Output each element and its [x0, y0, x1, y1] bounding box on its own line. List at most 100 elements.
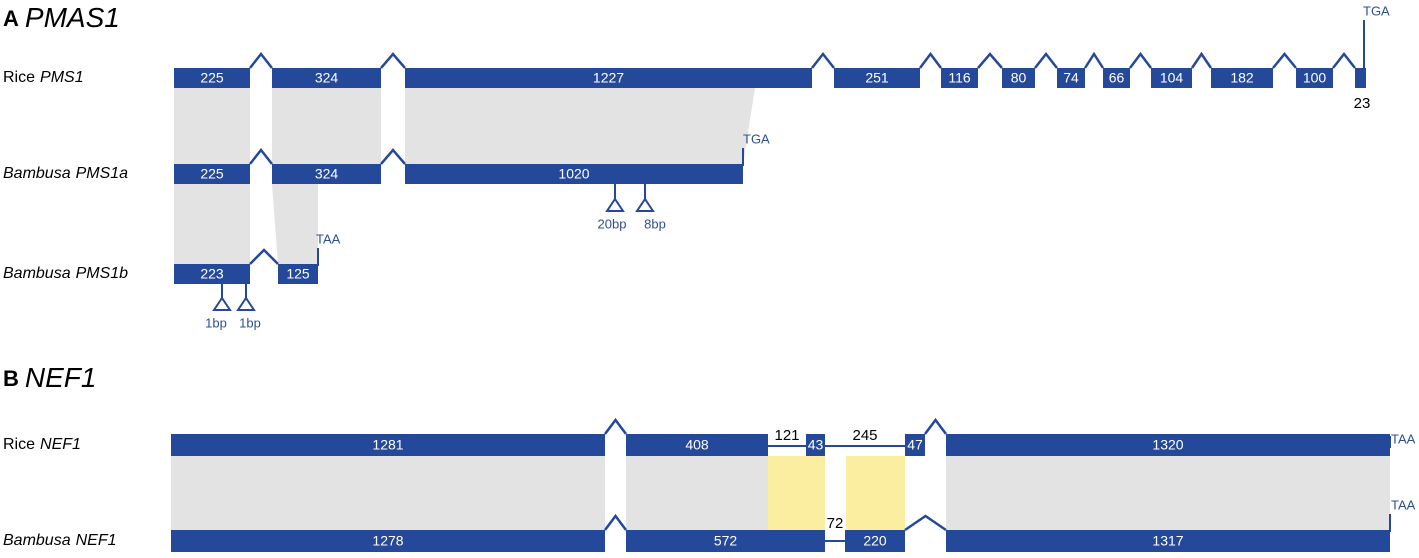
- gene: NEF1: [40, 436, 81, 453]
- exon-length: 100: [1303, 70, 1327, 86]
- intron: [1332, 51, 1356, 69]
- track-label: Bambusa PMS1a: [3, 165, 128, 182]
- exon-length: 116: [948, 70, 971, 86]
- exon-length: 47: [907, 437, 923, 453]
- deletion-label: 20bp: [598, 216, 627, 231]
- exon: [174, 164, 250, 184]
- exon: [806, 434, 825, 456]
- exon: [272, 68, 381, 88]
- exon-length: 104: [1160, 70, 1184, 86]
- species: Rice: [3, 436, 35, 453]
- panel-letter: A: [3, 6, 19, 31]
- gene: PMS1b: [76, 265, 129, 282]
- intron: [249, 248, 279, 265]
- stop-codon: TAA: [316, 231, 341, 246]
- species: Bambusa: [3, 265, 71, 282]
- exon-length: 220: [863, 533, 887, 549]
- exon-length: 572: [714, 533, 738, 549]
- intron: [249, 51, 273, 69]
- species: Rice: [3, 69, 35, 86]
- stop-codon: TAA: [1391, 497, 1416, 512]
- exon: [941, 68, 978, 88]
- gene: PMS1a: [76, 165, 129, 182]
- exon: [405, 68, 812, 88]
- intron: [249, 147, 273, 165]
- exon: [174, 68, 250, 88]
- deletion-label: 1bp: [205, 315, 227, 330]
- exon-length: 1020: [558, 166, 589, 182]
- exon-length: 66: [1109, 70, 1125, 86]
- exon-length: 223: [200, 266, 224, 282]
- exon: [1296, 68, 1333, 88]
- intron: [380, 148, 406, 165]
- deletion: [212, 284, 232, 311]
- exon: [626, 434, 768, 456]
- species: Bambusa: [3, 165, 71, 182]
- exon-length: 80: [1011, 70, 1027, 86]
- exon-length: 225: [200, 166, 224, 182]
- exon: [1103, 68, 1130, 88]
- exon-length: 225: [200, 70, 224, 86]
- exon: [845, 530, 905, 552]
- exon-length: 1320: [1152, 437, 1183, 453]
- stop-codon: TGA: [1363, 3, 1390, 18]
- exon-length: 182: [1230, 70, 1254, 86]
- exon: [171, 434, 605, 456]
- exon: [278, 264, 318, 284]
- exon-length: 324: [315, 70, 339, 86]
- gene-name: NEF1: [25, 362, 97, 393]
- exon: [1057, 68, 1085, 88]
- deletion: [236, 284, 256, 311]
- exon-length: 324: [315, 166, 339, 182]
- intron: [604, 513, 627, 531]
- intron: [1083, 51, 1105, 69]
- gene-track: Rice NEF1 1281 408 43 47 1320 121 245 TAA: [3, 417, 1416, 456]
- exon: [946, 530, 1390, 552]
- exon-length: 1281: [372, 437, 403, 453]
- exon: [1355, 68, 1366, 88]
- exon-length: 43: [808, 437, 824, 453]
- intron: [924, 417, 947, 435]
- intron: [1034, 51, 1058, 69]
- intron: [977, 52, 1003, 69]
- exon: [1211, 68, 1273, 88]
- exon-length: 74: [1063, 70, 1079, 86]
- exon-length: 1227: [593, 70, 624, 86]
- track-label: Bambusa PMS1b: [3, 265, 128, 282]
- gene-track: Bambusa NEF1 1278 572 220 1317 72 TAA: [3, 497, 1416, 552]
- intron-length: 121: [774, 427, 799, 444]
- exon-length: 1317: [1152, 533, 1183, 549]
- stop-codon: TAA: [1391, 431, 1416, 446]
- intron: [811, 51, 835, 69]
- exon: [171, 530, 605, 552]
- intron: [1190, 51, 1213, 69]
- gene-track: Rice PMS1 225 324 1227 251 116 80 74 66 104 182 100 2…: [3, 3, 1390, 112]
- deletion: [635, 184, 655, 212]
- species: Bambusa: [3, 532, 71, 549]
- gene: NEF1: [76, 532, 117, 549]
- exon: [1151, 68, 1192, 88]
- panel-title: B NEF1: [3, 362, 96, 393]
- intron: [919, 51, 942, 69]
- exon: [626, 530, 825, 552]
- exon-length: 408: [685, 437, 709, 453]
- stop-codon: TGA: [743, 131, 770, 146]
- intron: [904, 514, 947, 532]
- exon: [905, 434, 925, 456]
- intron: [380, 52, 406, 69]
- intron: [604, 417, 627, 435]
- intron: [1129, 51, 1152, 69]
- exon-length: 23: [1354, 95, 1371, 112]
- exon: [834, 68, 920, 88]
- exon: [946, 434, 1390, 456]
- deletion-label: 1bp: [239, 315, 261, 330]
- exon: [1002, 68, 1035, 88]
- panel-title: A PMAS1: [3, 2, 120, 33]
- panel-letter: B: [3, 366, 19, 391]
- intron-length: 245: [852, 427, 877, 444]
- alignment-shading: [171, 88, 1390, 530]
- gene-track: Bambusa PMS1a 225 324 1020 TGA 20bp 8bp: [3, 131, 770, 231]
- exon-length: 1278: [372, 533, 403, 549]
- exon: [174, 264, 250, 284]
